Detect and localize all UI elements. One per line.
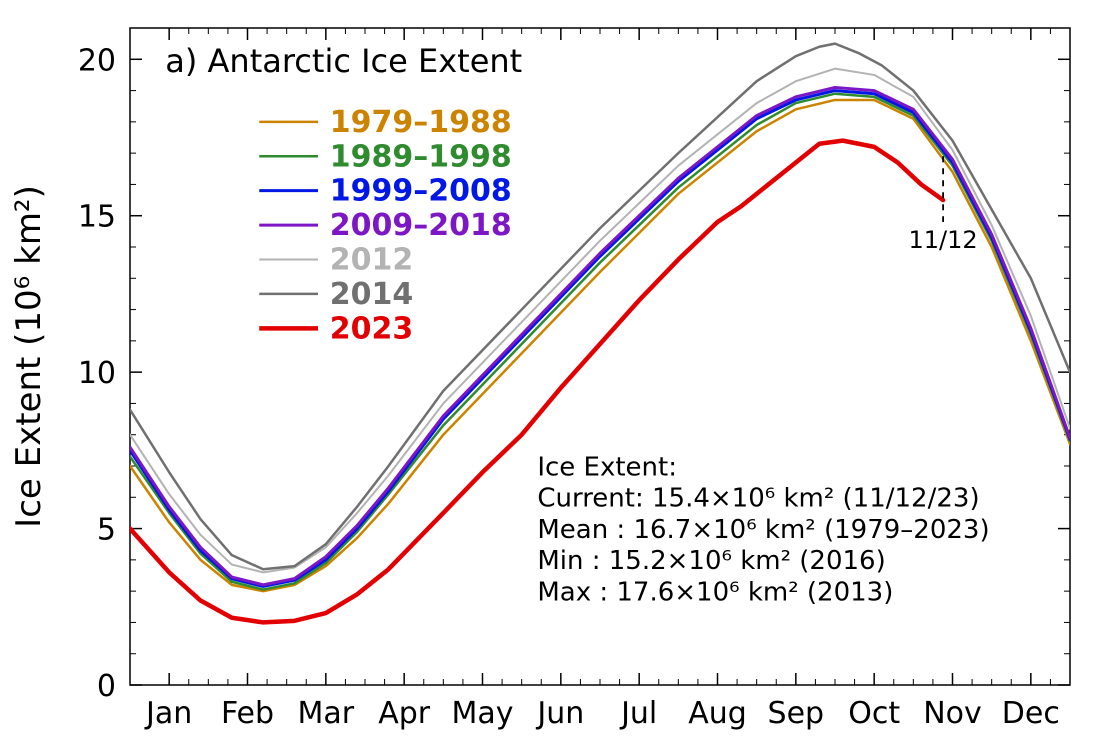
x-tick-label: Mar: [298, 696, 355, 731]
legend-label: 2009–2018: [330, 208, 512, 243]
antarctic-ice-extent-chart: Jan Feb Mar Apr May Jun Jul Aug Sep Oct Nov Dec 0 5 1…: [0, 0, 1120, 751]
stats-line: Current: 15.4×10⁶ km² (11/12/23): [537, 484, 979, 514]
y-tick-label: 0: [97, 669, 116, 704]
x-tick-label: Oct: [848, 696, 900, 731]
x-tick-label: Jul: [619, 696, 657, 731]
x-tick-label: Feb: [221, 696, 274, 731]
stats-title: Ice Extent:: [537, 452, 677, 482]
y-tick-label: 5: [97, 513, 116, 548]
legend-label: 2014: [330, 277, 414, 312]
chart-background: [0, 0, 1120, 751]
chart-root: Jan Feb Mar Apr May Jun Jul Aug Sep Oct Nov Dec 0 5 1…: [0, 0, 1120, 751]
legend-label: 2023: [330, 311, 414, 346]
y-axis-label: Ice Extent (10⁶ km²): [9, 185, 49, 528]
y-tick-label: 10: [78, 356, 116, 391]
x-tick-label: Nov: [923, 696, 982, 731]
x-tick-label: Dec: [1002, 696, 1060, 731]
panel-title: a) Antarctic Ice Extent: [165, 42, 522, 80]
legend-label: 1979–1988: [330, 105, 512, 140]
legend-label: 2012: [330, 243, 414, 278]
stats-line: Max : 17.6×10⁶ km² (2013): [537, 578, 893, 608]
x-tick-label: Jan: [144, 696, 192, 731]
x-tick-label: May: [451, 696, 513, 731]
x-tick-label: Apr: [378, 696, 431, 731]
x-tick-label: Sep: [768, 696, 825, 731]
y-tick-label: 20: [78, 43, 116, 78]
stats-line: Mean : 16.7×10⁶ km² (1979–2023): [537, 515, 989, 545]
y-tick-label: 15: [78, 200, 116, 235]
x-tick-label: Jun: [535, 696, 584, 731]
stats-line: Min : 15.2×10⁶ km² (2016): [537, 546, 885, 576]
x-tick-label: Aug: [688, 696, 747, 731]
legend-label: 1999–2008: [330, 174, 512, 209]
legend-label: 1989–1998: [330, 139, 512, 174]
date-marker-label: 11/12: [909, 226, 978, 254]
